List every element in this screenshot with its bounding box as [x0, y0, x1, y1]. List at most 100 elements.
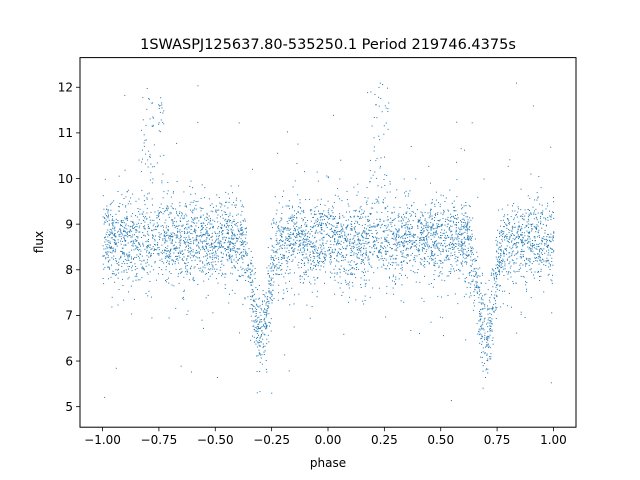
data-point — [373, 137, 375, 139]
data-point — [414, 234, 416, 236]
data-point — [316, 206, 318, 208]
data-point — [363, 259, 364, 261]
chart-title: 1SWASPJ125637.80-535250.1 Period 219746.… — [140, 37, 516, 53]
data-point — [337, 233, 339, 235]
data-point — [241, 255, 242, 257]
data-point — [275, 257, 277, 259]
data-point — [458, 234, 460, 235]
data-point — [131, 258, 132, 260]
data-point — [182, 225, 184, 227]
data-point — [438, 250, 440, 252]
data-point — [166, 260, 168, 262]
data-point — [468, 272, 470, 274]
data-point — [271, 223, 272, 225]
data-point — [297, 143, 299, 145]
data-point — [457, 260, 459, 262]
data-point — [107, 247, 109, 249]
data-point — [549, 264, 551, 266]
data-point — [406, 262, 408, 264]
data-point — [349, 238, 351, 240]
data-point — [235, 223, 237, 224]
data-point — [271, 245, 273, 247]
data-point — [232, 232, 233, 234]
data-point — [428, 231, 430, 233]
data-point — [465, 261, 467, 262]
data-point — [461, 218, 463, 220]
data-point — [388, 262, 390, 264]
data-point — [316, 296, 318, 298]
data-point — [340, 253, 342, 255]
data-point — [541, 241, 543, 243]
data-point — [265, 327, 267, 329]
data-point — [221, 228, 222, 230]
data-point — [168, 235, 170, 237]
data-point — [220, 266, 222, 268]
data-point — [149, 118, 151, 120]
data-point — [491, 294, 492, 296]
data-point — [135, 239, 137, 241]
data-point — [239, 258, 240, 260]
data-point — [448, 259, 450, 261]
data-point — [209, 269, 211, 271]
data-point — [134, 234, 135, 236]
data-point — [496, 278, 498, 280]
data-point — [306, 271, 308, 273]
data-point — [266, 301, 268, 303]
data-point — [385, 253, 387, 255]
data-point — [186, 233, 188, 234]
data-point — [170, 255, 172, 257]
data-point — [441, 235, 443, 236]
data-point — [256, 355, 258, 357]
data-point — [437, 220, 439, 221]
data-point — [339, 269, 341, 271]
data-point — [339, 178, 341, 180]
data-point — [123, 299, 125, 301]
data-point — [300, 266, 302, 268]
data-point — [388, 242, 390, 244]
data-point — [360, 251, 362, 253]
data-point — [225, 218, 227, 220]
data-point — [355, 299, 357, 301]
data-point — [401, 267, 403, 269]
data-point — [127, 257, 129, 259]
data-point — [441, 267, 443, 269]
data-point — [217, 249, 219, 251]
data-point — [401, 264, 403, 266]
data-point — [323, 266, 325, 268]
data-point — [405, 190, 407, 192]
data-point — [386, 191, 388, 193]
data-point — [485, 369, 487, 371]
data-point — [286, 228, 288, 230]
data-point — [438, 202, 439, 204]
data-point — [160, 203, 162, 205]
data-point — [334, 240, 336, 242]
data-point — [425, 242, 427, 244]
data-point — [115, 236, 117, 238]
data-point — [314, 250, 316, 252]
data-point — [398, 220, 400, 222]
data-point — [144, 204, 146, 206]
data-point — [544, 232, 546, 234]
data-point — [541, 248, 543, 250]
data-point — [267, 247, 269, 248]
data-point — [460, 234, 462, 236]
data-point — [112, 225, 114, 227]
data-point — [262, 301, 263, 303]
data-point — [318, 247, 319, 249]
data-point — [105, 251, 107, 253]
data-point — [222, 273, 224, 275]
data-point — [154, 228, 156, 230]
data-point — [226, 258, 228, 260]
data-point — [136, 223, 138, 225]
data-point — [190, 238, 192, 240]
data-point — [539, 203, 541, 205]
data-point — [217, 282, 219, 284]
data-point — [412, 235, 414, 237]
data-point — [421, 234, 422, 236]
data-point — [259, 371, 261, 372]
data-point — [140, 263, 142, 265]
data-point — [235, 204, 237, 206]
data-point — [402, 241, 404, 243]
data-point — [114, 243, 116, 245]
data-point — [208, 222, 210, 224]
